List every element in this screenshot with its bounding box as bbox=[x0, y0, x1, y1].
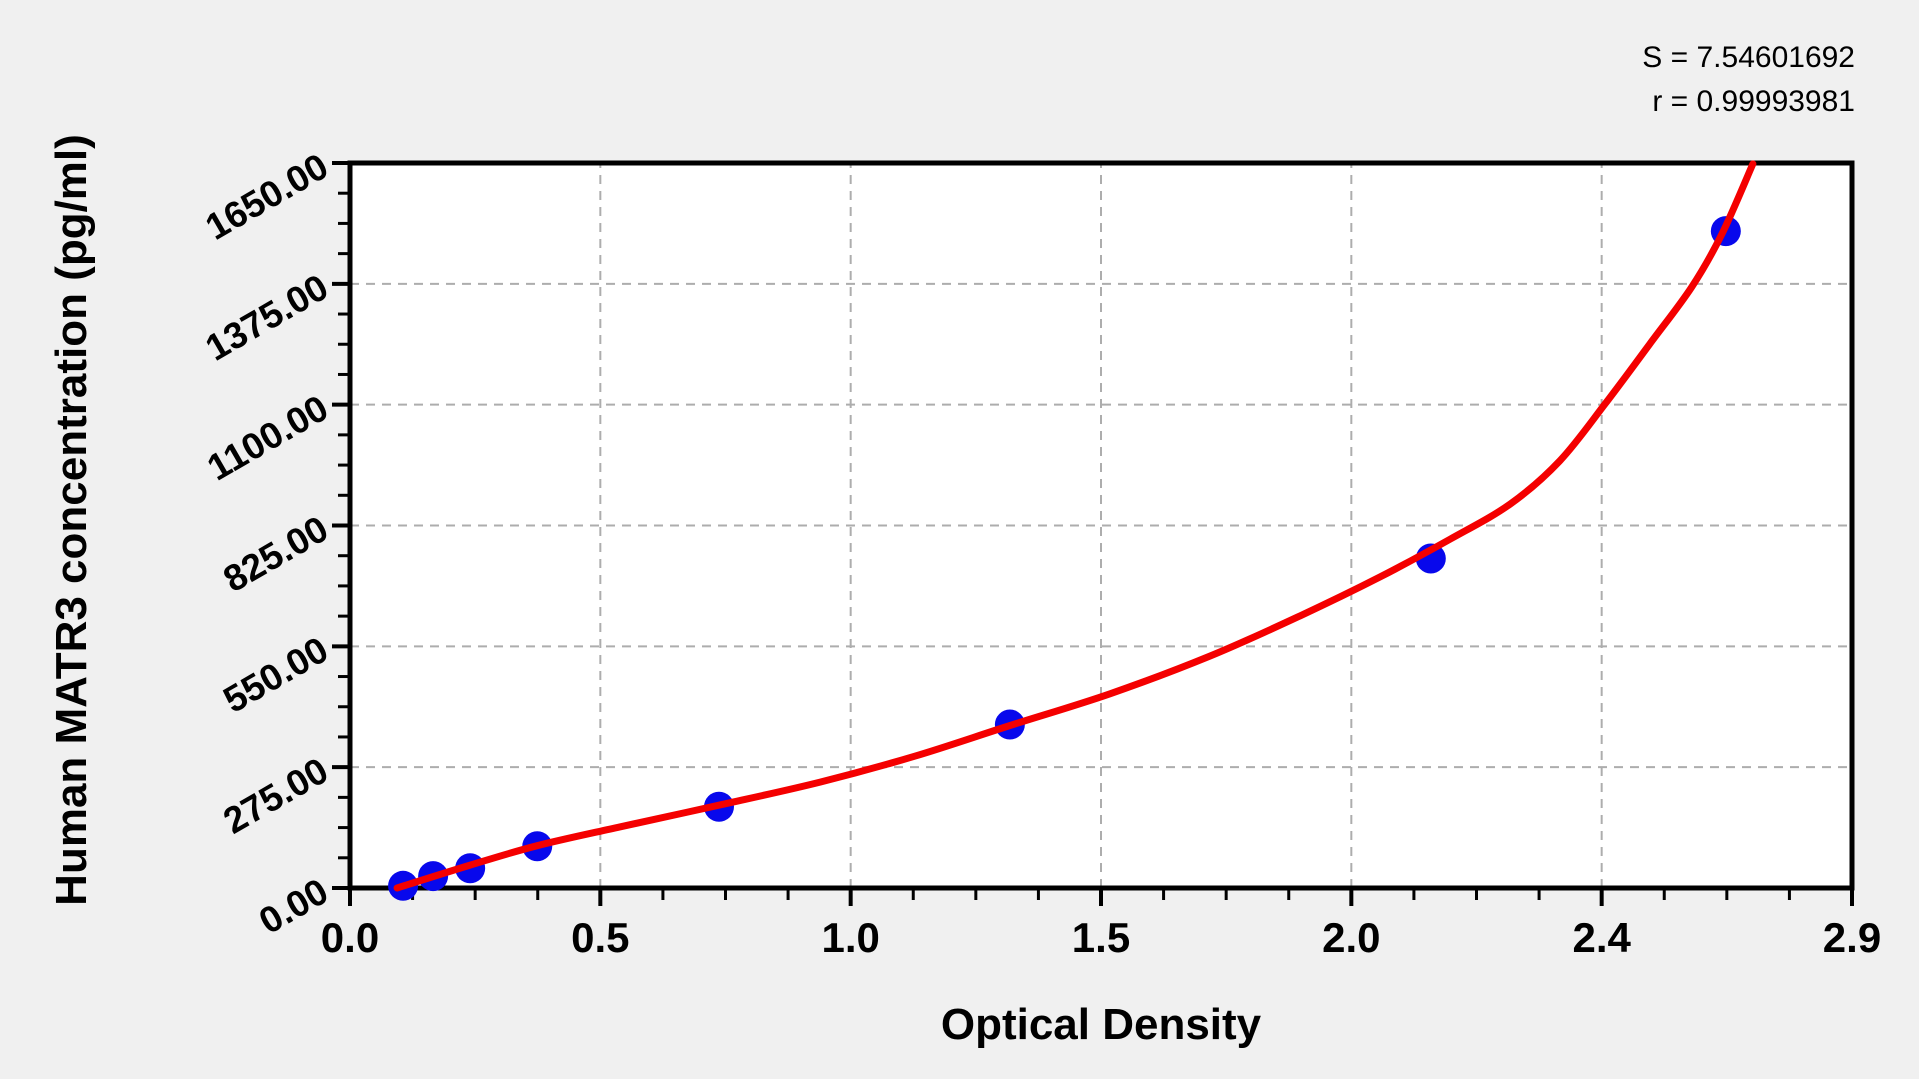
y-axis-title: Human MATR3 concentration (pg/ml) bbox=[47, 134, 96, 906]
y-tick-label: 550.00 bbox=[216, 629, 335, 721]
x-axis-title: Optical Density bbox=[940, 1000, 1262, 1049]
y-tick-label: 825.00 bbox=[216, 508, 335, 600]
x-tick-label: 0.0 bbox=[321, 914, 379, 961]
x-tick-label: 0.5 bbox=[571, 914, 629, 961]
fit-curve bbox=[393, 160, 1757, 892]
y-tick-label: 1375.00 bbox=[199, 266, 335, 368]
x-tick-label: 2.0 bbox=[1322, 914, 1380, 961]
fit-s-value: S = 7.54601692 bbox=[1642, 41, 1855, 74]
x-tick-label: 2.9 bbox=[1823, 914, 1881, 961]
x-tick-label: 1.5 bbox=[1072, 914, 1130, 961]
y-tick-label: 275.00 bbox=[216, 750, 335, 842]
x-tick-label: 2.4 bbox=[1572, 914, 1631, 961]
y-tick-label: 1650.00 bbox=[199, 145, 335, 247]
y-tick-label: 1100.00 bbox=[200, 387, 335, 488]
fit-statistics: S = 7.54601692 r = 0.99993981 bbox=[1642, 36, 1855, 124]
fit-r-value: r = 0.99993981 bbox=[1652, 85, 1855, 118]
x-tick-label: 1.0 bbox=[821, 914, 879, 961]
